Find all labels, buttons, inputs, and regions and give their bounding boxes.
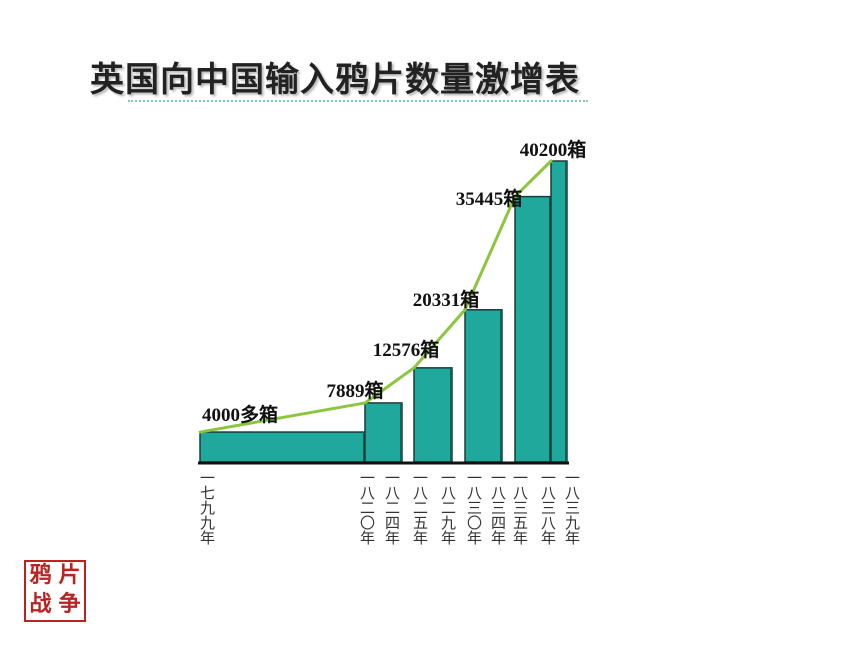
x-tick-label: 一八三五年 xyxy=(511,470,529,545)
trend-line xyxy=(412,308,467,370)
value-label: 7889箱 xyxy=(326,381,384,402)
value-label: 20331箱 xyxy=(412,290,480,311)
trend-line xyxy=(513,159,553,199)
x-tick-label: 一八二九年 xyxy=(439,470,457,545)
value-label: 4000多箱 xyxy=(201,405,279,426)
trend-line xyxy=(363,366,416,405)
bar xyxy=(550,160,568,463)
bar xyxy=(413,367,453,463)
chart-title: 英国向中国输入鸦片数量激增表 xyxy=(90,60,580,100)
x-tick-label: 一八二四年 xyxy=(383,470,401,545)
bar xyxy=(514,195,552,463)
trend-line xyxy=(198,401,367,434)
x-tick-label: 一七九九年 xyxy=(198,470,216,545)
x-tick-label: 一八三九年 xyxy=(563,470,581,545)
seal-char: 争 xyxy=(58,592,81,617)
title-rule xyxy=(128,100,588,102)
value-label: 40200箱 xyxy=(519,140,587,161)
x-tick-label: 一八三〇年 xyxy=(465,470,483,545)
bar xyxy=(199,431,366,463)
x-tick-label: 一八二五年 xyxy=(411,470,429,545)
trend-line xyxy=(463,195,517,312)
value-label: 12576箱 xyxy=(372,340,440,361)
x-tick-label: 一八三四年 xyxy=(489,470,507,545)
bar xyxy=(364,402,403,463)
seal-char: 片 xyxy=(58,563,81,588)
x-tick-label: 一八二〇年 xyxy=(358,470,376,545)
seal: 鸦 片 战 争 xyxy=(24,560,86,622)
seal-char: 鸦 xyxy=(29,563,52,588)
seal-char: 战 xyxy=(29,592,52,617)
value-label: 35445箱 xyxy=(455,189,523,210)
x-tick-label: 一八三八年 xyxy=(539,470,557,545)
bar xyxy=(464,309,503,463)
